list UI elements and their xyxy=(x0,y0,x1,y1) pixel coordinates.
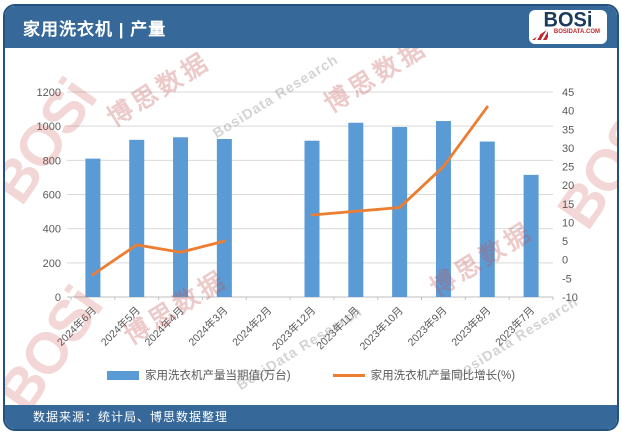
logo-stripes-icon xyxy=(532,29,548,40)
x-axis-label: 2023年9月 xyxy=(405,304,450,349)
chart-legend: 家用洗衣机产量当期值(万台) 家用洗衣机产量同比增长(%) xyxy=(5,367,617,383)
right-axis-tick-label: 5 xyxy=(562,236,568,248)
page-title: 家用洗衣机 | 产量 xyxy=(23,19,167,39)
bar-2023年9月 xyxy=(435,121,451,298)
right-axis-tick-label: 15 xyxy=(562,199,574,211)
footer-bar: 数据来源：统计局、博思数据整理 xyxy=(5,405,617,429)
bar-2024年4月 xyxy=(173,137,189,297)
right-axis-tick-label: 0 xyxy=(562,255,568,267)
production-combo-chart: 0 200 400 600 800 1000 1200 -10 -5 0 5 10 15 20 25 30 35… xyxy=(37,87,578,353)
x-axis-label: 2023年12月 xyxy=(269,304,318,353)
chart-card: 家用洗衣机 | 产量 BOSi BOSIDATA.COM 0 200 400 600 8… xyxy=(3,4,619,431)
x-axis-label: 2023年10月 xyxy=(357,304,406,353)
growth-line xyxy=(310,105,489,217)
chart-area: 0 200 400 600 800 1000 1200 -10 -5 0 5 10 15 20 25 30 35… xyxy=(5,48,617,405)
logo-text: BOSi xyxy=(543,10,593,32)
right-axis-tick-label: 25 xyxy=(562,162,574,174)
left-axis-tick-label: 600 xyxy=(43,190,61,202)
data-source-text: 数据来源：统计局、博思数据整理 xyxy=(33,410,229,424)
growth-line xyxy=(91,239,226,277)
left-axis-tick-label: 1000 xyxy=(37,121,61,133)
left-axis-tick-label: 400 xyxy=(43,224,61,236)
right-axis-tick-label: 40 xyxy=(562,106,574,118)
legend-bar-label: 家用洗衣机产量当期值(万台) xyxy=(144,370,291,382)
left-axis-tick-label: 800 xyxy=(43,155,61,167)
bar-2024年6月 xyxy=(85,158,101,297)
right-axis-tick-label: 45 xyxy=(562,87,574,99)
bar-2024年3月 xyxy=(216,138,232,297)
x-axis-label: 2023年11月 xyxy=(314,304,362,352)
legend-line-label: 家用洗衣机产量同比增长(%) xyxy=(370,370,516,382)
bar-2023年8月 xyxy=(479,141,495,297)
legend-bar-swatch-icon xyxy=(106,370,139,380)
right-axis-tick-label: 10 xyxy=(562,217,574,229)
bar-2024年5月 xyxy=(129,139,145,297)
x-axis-label: 2023年8月 xyxy=(449,304,494,349)
legend-line-swatch-icon xyxy=(332,373,365,377)
x-axis-label: 2024年6月 xyxy=(54,304,99,349)
right-axis-tick-label: 35 xyxy=(562,124,574,136)
left-axis-tick-label: 0 xyxy=(55,292,61,304)
right-axis-tick-label: 30 xyxy=(562,143,574,155)
legend-item-production: 家用洗衣机产量当期值(万台) xyxy=(106,367,291,383)
x-axis-label: 2024年5月 xyxy=(98,304,143,349)
right-axis-tick-label: 20 xyxy=(562,180,574,192)
legend-item-growth: 家用洗衣机产量同比增长(%) xyxy=(332,367,516,383)
right-axis-tick-label: -5 xyxy=(562,273,572,285)
logo-subtext: BOSIDATA.COM xyxy=(553,29,600,35)
left-axis-tick-label: 200 xyxy=(43,258,61,270)
x-axis-label: 2023年7月 xyxy=(493,304,538,349)
bar-2023年12月 xyxy=(304,140,320,297)
bosi-logo: BOSi BOSIDATA.COM xyxy=(529,10,607,44)
right-axis-tick-label: -10 xyxy=(562,292,578,304)
x-axis-label: 2024年4月 xyxy=(142,304,187,349)
left-axis-tick-label: 1200 xyxy=(37,87,61,99)
bar-2023年10月 xyxy=(392,127,408,297)
bar-2023年7月 xyxy=(523,174,539,297)
header-bar: 家用洗衣机 | 产量 BOSi BOSIDATA.COM xyxy=(5,6,617,48)
x-axis-label: 2024年2月 xyxy=(230,304,275,349)
x-axis-label: 2024年3月 xyxy=(186,304,231,349)
